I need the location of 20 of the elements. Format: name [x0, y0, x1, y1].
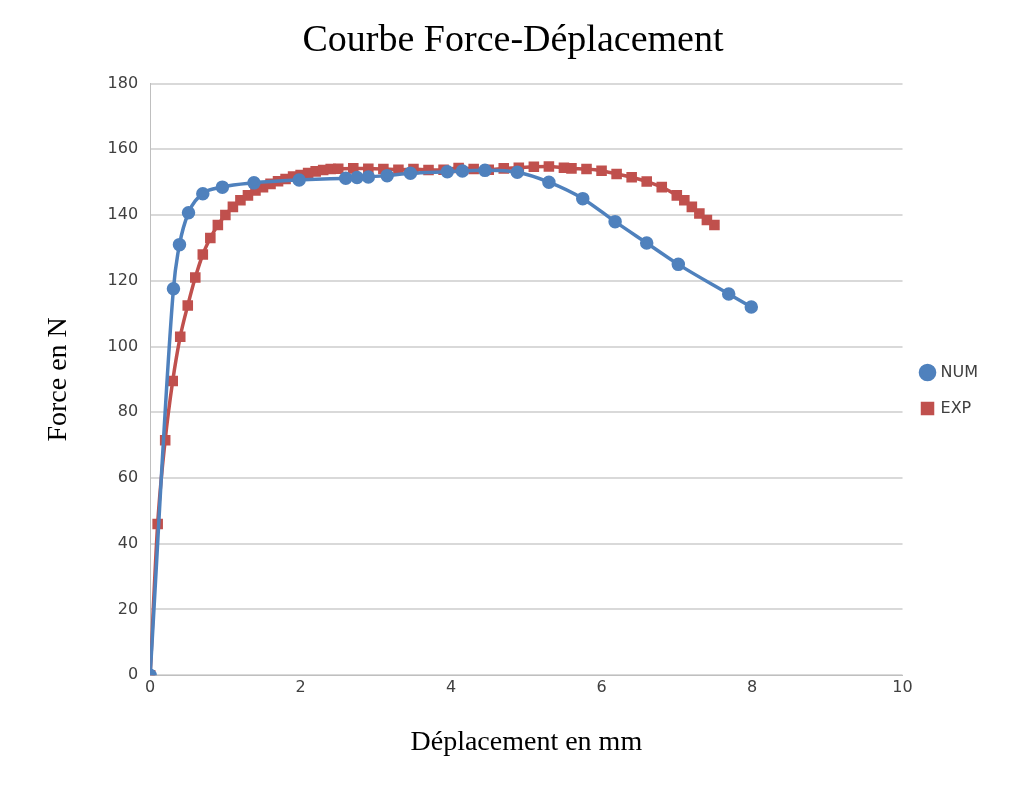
x-tick-label: 6 — [596, 676, 607, 696]
y-tick-label: 140 — [107, 204, 139, 224]
legend-label: EXP — [940, 397, 972, 417]
x-tick-label: 0 — [145, 676, 156, 696]
y-tick-label: 80 — [117, 401, 139, 421]
y-axis-title: Force en N — [41, 317, 73, 442]
x-tick-label: 8 — [746, 676, 758, 696]
x-tick-label: 10 — [892, 676, 913, 696]
y-tick-label: 40 — [117, 532, 139, 552]
y-tick-label: 180 — [107, 72, 139, 92]
y-tick-label: 20 — [117, 598, 139, 618]
y-tick-label: 60 — [117, 467, 139, 487]
x-axis-title: Déplacement en mm — [410, 724, 643, 756]
x-tick-label: 2 — [295, 676, 306, 696]
x-tick-label: 4 — [446, 676, 457, 696]
legend-label: NUM — [940, 361, 978, 381]
chart-title: Courbe Force-Déplacement — [302, 16, 724, 59]
y-tick-label: 120 — [107, 269, 139, 289]
y-tick-label: 160 — [107, 138, 139, 158]
y-tick-label: 100 — [107, 335, 139, 355]
